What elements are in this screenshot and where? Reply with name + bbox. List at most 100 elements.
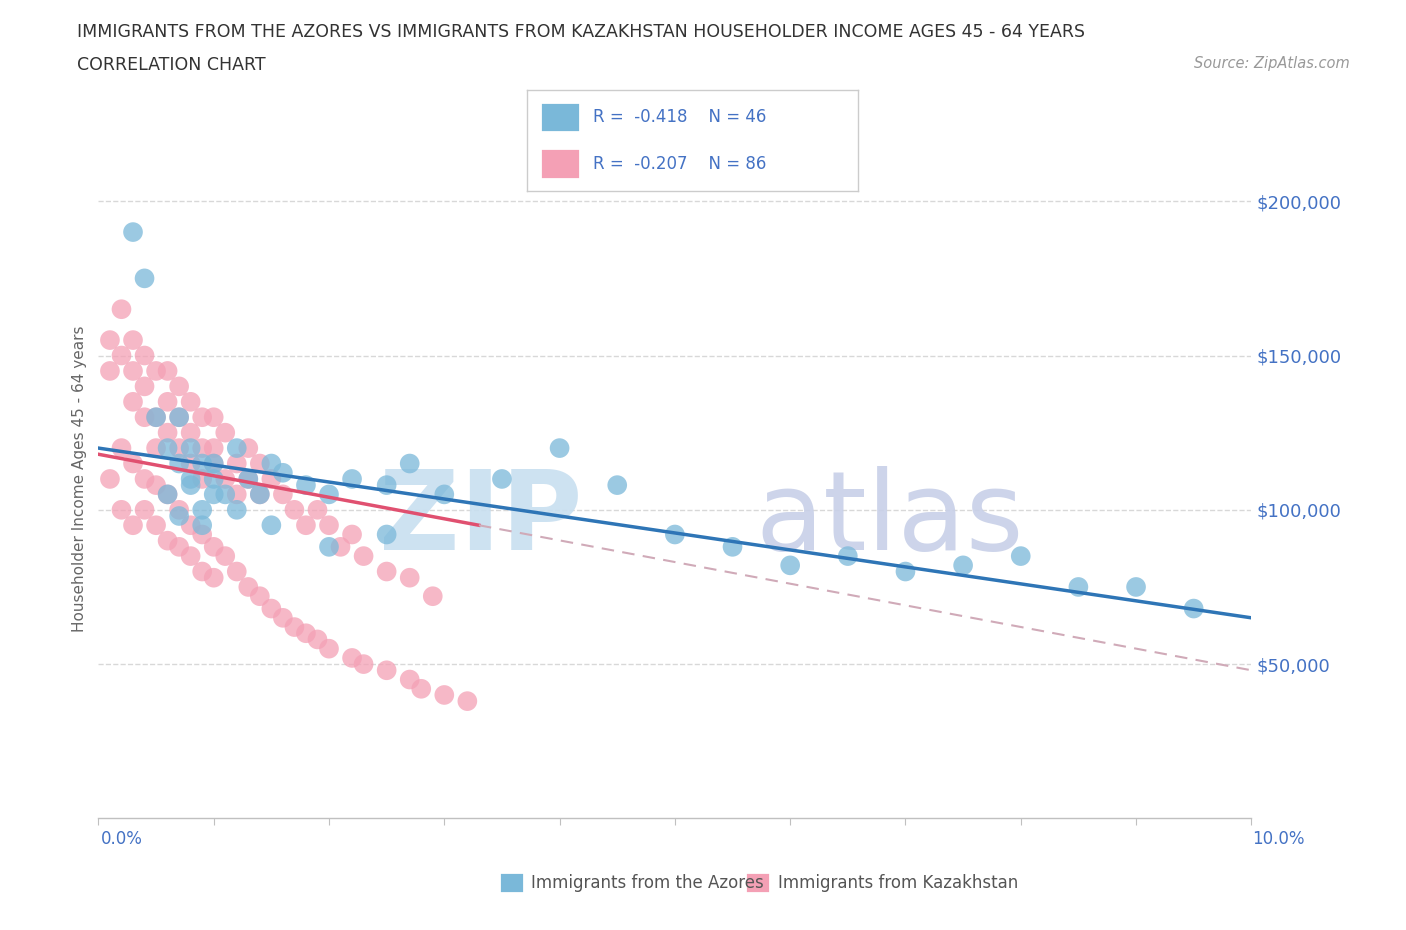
Point [214,425,236,440]
Point [191,441,214,456]
Point [1067,579,1090,594]
Point [134,472,156,486]
Point [156,487,179,502]
Point [167,509,190,524]
Point [225,441,247,456]
Point [180,478,202,493]
Point [283,619,305,634]
Point [295,478,318,493]
Point [145,441,167,456]
Point [122,394,145,409]
Point [191,518,214,533]
Point [167,410,190,425]
Point [191,410,214,425]
Point [225,502,247,517]
Point [238,579,260,594]
Point [202,487,225,502]
Point [98,333,121,348]
Point [134,410,156,425]
Point [191,527,214,542]
Point [191,456,214,471]
Point [156,425,179,440]
Point [156,441,179,456]
Point [238,441,260,456]
Point [422,589,444,604]
Point [307,502,329,517]
Point [295,626,318,641]
Point [1125,579,1147,594]
Point [134,348,156,363]
Point [122,225,145,240]
Point [180,394,202,409]
Point [156,394,179,409]
Point [318,539,340,554]
Point [238,472,260,486]
Point [329,539,352,554]
Point [167,441,190,456]
Point [110,348,132,363]
Text: IMMIGRANTS FROM THE AZORES VS IMMIGRANTS FROM KAZAKHSTAN HOUSEHOLDER INCOME AGES: IMMIGRANTS FROM THE AZORES VS IMMIGRANTS… [77,23,1085,41]
Text: Immigrants from the Azores: Immigrants from the Azores [531,873,765,892]
Point [145,410,167,425]
Point [952,558,974,573]
Bar [540,102,581,132]
Point [894,565,917,579]
Point [837,549,859,564]
Point [340,527,363,542]
Point [353,657,375,671]
Point [122,456,145,471]
Point [1182,601,1205,616]
Point [721,539,744,554]
Point [180,518,202,533]
Point [249,487,271,502]
Point [134,271,156,286]
Point [191,472,214,486]
Point [156,487,179,502]
Y-axis label: Householder Income Ages 45 - 64 years: Householder Income Ages 45 - 64 years [72,326,87,632]
Point [167,379,190,393]
Point [225,456,247,471]
Point [260,456,283,471]
Point [398,456,420,471]
Point [202,472,225,486]
Point [433,487,456,502]
Point [260,518,283,533]
Point [491,472,513,486]
Point [156,364,179,379]
Point [249,589,271,604]
Point [202,410,225,425]
Point [98,472,121,486]
Point [225,565,247,579]
Point [271,610,294,625]
Point [202,456,225,471]
Text: atlas: atlas [755,466,1024,573]
Point [271,465,294,480]
Point [353,549,375,564]
Point [180,549,202,564]
Point [375,527,398,542]
Text: ZIP: ZIP [380,466,582,573]
Point [145,478,167,493]
Point [249,487,271,502]
Point [779,558,801,573]
Point [398,570,420,585]
Point [214,487,236,502]
Point [606,478,628,493]
Point [167,456,190,471]
Point [238,472,260,486]
Text: R =  -0.418    N = 46: R = -0.418 N = 46 [593,108,766,126]
Text: CORRELATION CHART: CORRELATION CHART [77,56,266,73]
Point [411,682,433,697]
Point [202,441,225,456]
Point [1010,549,1032,564]
Point [318,518,340,533]
Point [375,565,398,579]
Point [180,441,202,456]
Point [456,694,478,709]
Point [295,518,318,533]
Point [225,487,247,502]
Point [318,487,340,502]
Point [375,663,398,678]
Point [214,549,236,564]
Text: R =  -0.207    N = 86: R = -0.207 N = 86 [593,154,766,173]
